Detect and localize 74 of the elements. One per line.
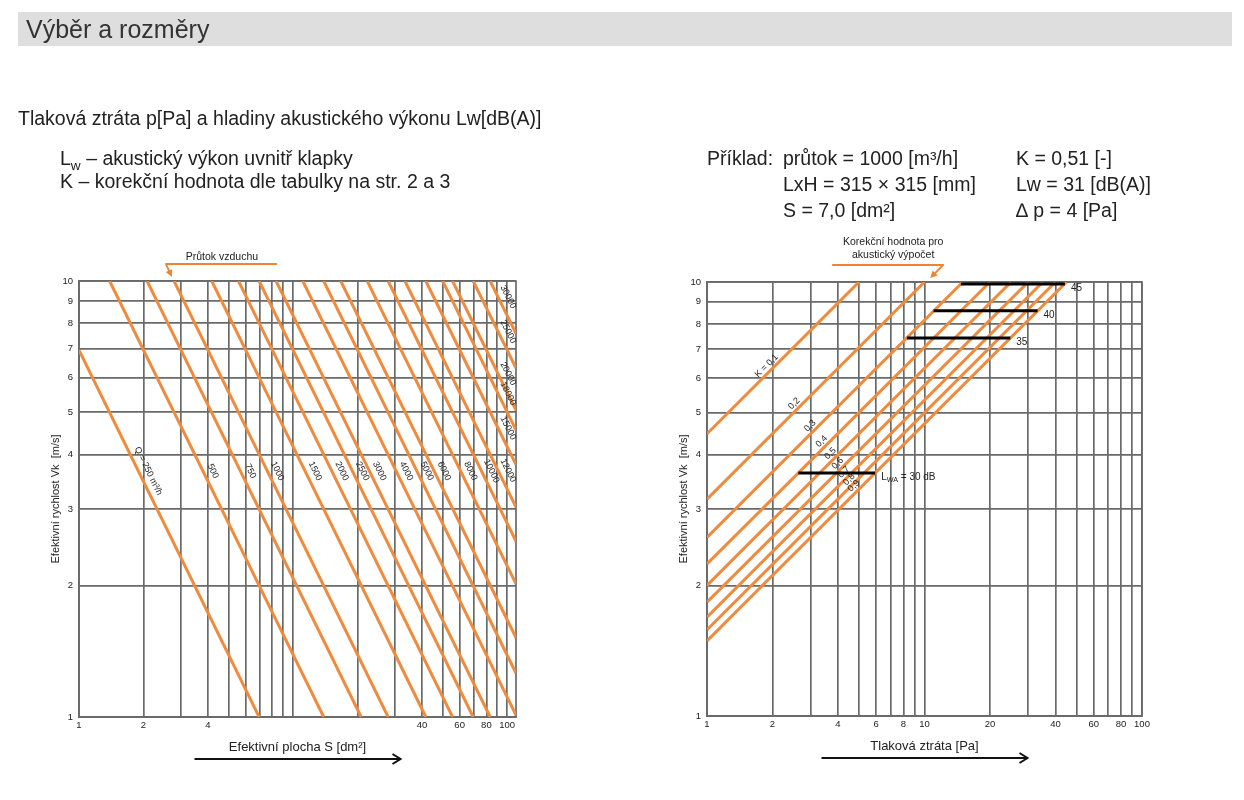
y-tick-label: 2 — [67, 579, 73, 591]
x-axis-title: Efektivní plocha S [dm²] — [228, 738, 367, 754]
text: 8000 — [462, 459, 480, 482]
text: 5000 — [418, 459, 437, 482]
x-tick-label: 40 — [1050, 718, 1061, 730]
text: 2000 — [333, 459, 352, 483]
y-tick-label: 3 — [67, 502, 73, 514]
y-axis-title: Efektivní rychlost Vk [m/s] — [48, 434, 61, 564]
y-tick-label: 1 — [695, 709, 701, 721]
text: K = 0,51 [-] — [1016, 147, 1112, 169]
text: Výběr a rozměry — [26, 15, 210, 43]
x-tick-label: 2 — [769, 718, 776, 730]
y-tick-label: 6 — [67, 371, 73, 383]
x-axis-title: Tlaková ztráta [Pa] — [870, 737, 979, 753]
x-tick-label: 60 — [454, 719, 465, 731]
y-tick-label: 1 — [67, 710, 73, 722]
y-tick-label: 9 — [695, 295, 701, 307]
text: K = 0,1 — [752, 351, 780, 380]
x-tick-label: 4 — [835, 718, 841, 730]
text: ∆ p = 4 [Pa] — [1016, 199, 1118, 221]
y-axis-title: Efektivní rychlost Vk [m/s] — [676, 434, 689, 564]
text: 2500 — [354, 459, 372, 483]
text: 1000 — [268, 459, 287, 483]
x-tick-label: 100 — [1134, 718, 1150, 730]
x-tick-label: 10 — [919, 718, 930, 730]
text: 0,2 — [785, 395, 802, 412]
y-tick-label: 7 — [695, 342, 701, 354]
x-tick-label: 40 — [416, 719, 428, 731]
x-tick-label: 60 — [1088, 718, 1100, 730]
y-tick-label: 4 — [67, 448, 73, 460]
text: Tlaková ztráta p[Pa] a hladiny akustického výkonu Lw[dB(A)] — [18, 107, 542, 129]
x-tick-label: 100 — [499, 719, 516, 731]
text: Lw = 31 [dB(A)] — [1016, 173, 1151, 195]
y-tick-label: 10 — [62, 274, 73, 286]
y-tick-label: 8 — [67, 316, 73, 328]
text: S = 7,0 [dm²] — [783, 199, 896, 221]
text: L$_{w}$ – akustický výkon uvnitř klapky — [60, 147, 353, 173]
y-tick-label: 9 — [67, 294, 73, 306]
x-tick-label: 1 — [76, 719, 82, 731]
text: Průtok vzduchu — [185, 250, 259, 263]
text: 0,4 — [813, 432, 830, 449]
x-tick-label: 80 — [1115, 718, 1127, 730]
x-tick-label: 6 — [873, 718, 879, 730]
y-tick-label: 6 — [695, 371, 701, 383]
series-label: 35 — [1016, 335, 1028, 347]
text: 750 — [243, 461, 259, 480]
text: LxH = 315 × 315 [mm] — [783, 173, 976, 195]
text: 500 — [205, 461, 222, 480]
x-tick-label: 8 — [900, 718, 907, 730]
x-tick-label: 1 — [704, 718, 710, 730]
text: 30000 — [498, 283, 519, 311]
text: průtok = 1000 [m³/h] — [783, 147, 959, 169]
text: Q = 250 m³/h — [132, 444, 165, 497]
text: K – korekční hodnota dle tabulky na str. 2 a 3 — [60, 170, 451, 192]
text: Příklad: — [707, 147, 774, 169]
y-tick-label: 4 — [695, 448, 701, 460]
series-label: 40 — [1043, 308, 1056, 320]
x-tick-label: 80 — [481, 719, 492, 731]
y-tick-label: 3 — [695, 502, 701, 514]
text: 0,3 — [801, 417, 818, 434]
x-tick-label: 2 — [140, 719, 147, 731]
y-tick-label: 10 — [690, 275, 701, 287]
text: 6000 — [435, 459, 454, 483]
y-tick-label: 5 — [695, 406, 701, 418]
y-tick-label: 2 — [695, 578, 701, 590]
text: Korekční hodnota pro akustický výpočet — [842, 235, 945, 261]
text: 4000 — [397, 459, 416, 483]
x-tick-label: 20 — [984, 718, 996, 730]
y-tick-label: 8 — [695, 317, 701, 329]
text: 1500 — [306, 459, 325, 483]
text: 3000 — [370, 459, 389, 483]
y-tick-label: 5 — [67, 405, 73, 417]
y-tick-label: 7 — [67, 342, 73, 354]
x-tick-label: 4 — [205, 719, 211, 731]
